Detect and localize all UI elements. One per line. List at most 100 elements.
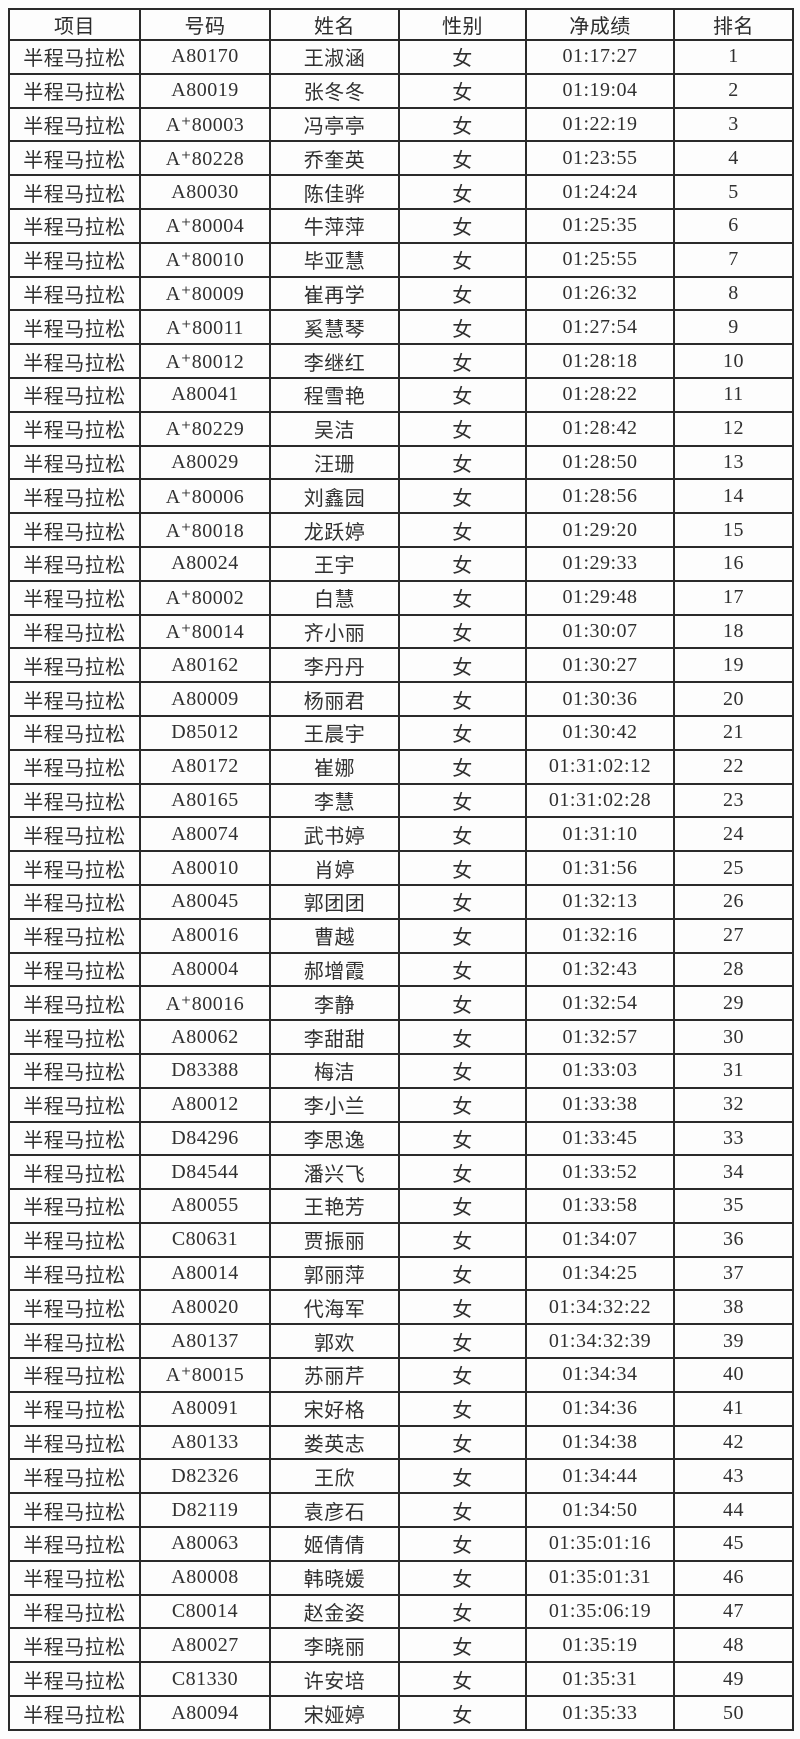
cell-gender: 女 [398, 1627, 527, 1664]
cell-bib: A80004 [139, 951, 271, 988]
cell-rank: 45 [673, 1526, 794, 1562]
cell-bib: A⁺80012 [139, 343, 271, 379]
table-row: 半程马拉松 A80170 王淑涵女 01:17:27 1 [8, 39, 794, 75]
cell-event: 半程马拉松 [8, 917, 141, 954]
cell-rank: 44 [673, 1492, 794, 1529]
cell-bib: D82119 [139, 1492, 271, 1529]
table-row: 半程马拉松 A⁺80009 崔再学女 01:26:32 8 [8, 275, 794, 312]
cell-rank: 18 [673, 613, 794, 650]
cell-gender: 女 [398, 512, 527, 548]
cell-gender: 女 [398, 1052, 527, 1089]
cell-name: 白慧 [269, 579, 400, 616]
cell-rank: 50 [673, 1695, 794, 1731]
cell-bib: A80012 [139, 1086, 271, 1123]
cell-name: 吴洁 [269, 410, 400, 447]
cell-rank: 43 [673, 1458, 794, 1495]
cell-name: 袁彦石 [269, 1492, 400, 1529]
cell-name: 乔奎英 [269, 140, 400, 177]
cell-bib: A⁺80014 [139, 613, 271, 650]
table-row: 半程马拉松 A⁺80015 苏丽芹女 01:34:34 40 [8, 1357, 794, 1393]
cell-event: 半程马拉松 [8, 951, 141, 988]
cell-bib: A⁺80016 [139, 985, 271, 1022]
cell-bib: A80062 [139, 1019, 271, 1055]
cell-bib: A80074 [139, 816, 271, 853]
cell-name: 李继红 [269, 343, 400, 379]
cell-bib: C81330 [139, 1661, 271, 1698]
cell-name: 王欣 [269, 1458, 400, 1495]
cell-bib: A⁺80002 [139, 579, 271, 616]
cell-bib: C80631 [139, 1221, 271, 1258]
cell-bib: C80014 [139, 1593, 271, 1630]
cell-bib: A⁺80009 [139, 275, 271, 312]
cell-bib: A80170 [139, 39, 271, 75]
cell-bib: A⁺80006 [139, 478, 271, 515]
cell-rank: 8 [673, 275, 794, 312]
table-row: 半程马拉松 A80091 宋好格女 01:34:36 41 [8, 1390, 794, 1427]
cell-name: 潘兴飞 [269, 1154, 400, 1191]
cell-gender: 女 [398, 1086, 527, 1123]
cell-rank: 6 [673, 207, 794, 244]
cell-event: 半程马拉松 [8, 1052, 141, 1089]
cell-net_time: 01:31:56 [525, 850, 675, 886]
cell-rank: 35 [673, 1188, 794, 1224]
cell-gender: 女 [398, 140, 527, 177]
cell-net_time: 01:30:36 [525, 681, 675, 717]
cell-net_time: 01:28:42 [525, 410, 675, 447]
table-row: 半程马拉松 D84296 李思逸女 01:33:45 33 [8, 1120, 794, 1157]
cell-name: 李静 [269, 985, 400, 1022]
cell-name: 王晨宇 [269, 714, 400, 751]
cell-event: 半程马拉松 [8, 39, 141, 75]
table-row: 半程马拉松 A80009 杨丽君女 01:30:36 20 [8, 681, 794, 717]
table-row: 半程马拉松 A80041 程雪艳女 01:28:22 11 [8, 376, 794, 413]
column-header-event: 项目 [8, 8, 141, 41]
cell-bib: A80045 [139, 883, 271, 920]
cell-rank: 10 [673, 343, 794, 379]
table-row: 半程马拉松 A⁺80003 冯亭亭女 01:22:19 3 [8, 106, 794, 143]
cell-bib: D84544 [139, 1154, 271, 1191]
cell-event: 半程马拉松 [8, 72, 141, 109]
table-row: 半程马拉松 A80014 郭丽萍女 01:34:25 37 [8, 1255, 794, 1292]
cell-name: 宋娅婷 [269, 1695, 400, 1731]
cell-gender: 女 [398, 1390, 527, 1427]
cell-net_time: 01:28:50 [525, 444, 675, 481]
cell-bib: A80137 [139, 1323, 271, 1360]
cell-net_time: 01:33:52 [525, 1154, 675, 1191]
cell-rank: 16 [673, 545, 794, 582]
table-row: 半程马拉松 A80055 王艳芳女 01:33:58 35 [8, 1188, 794, 1224]
cell-event: 半程马拉松 [8, 207, 141, 244]
column-header-bib: 号码 [139, 8, 271, 41]
table-row: 半程马拉松 A80027 李晓丽女 01:35:19 48 [8, 1627, 794, 1664]
cell-event: 半程马拉松 [8, 309, 141, 346]
cell-name: 赵金姿 [269, 1593, 400, 1630]
cell-name: 齐小丽 [269, 613, 400, 650]
table-row: 半程马拉松 A80062 李甜甜女 01:32:57 30 [8, 1019, 794, 1055]
cell-name: 肖婷 [269, 850, 400, 886]
column-header-gender: 性别 [398, 8, 527, 41]
cell-name: 冯亭亭 [269, 106, 400, 143]
cell-name: 郭丽萍 [269, 1255, 400, 1292]
table-row: 半程马拉松 A⁺80018 龙跃婷女 01:29:20 15 [8, 512, 794, 548]
cell-bib: A80014 [139, 1255, 271, 1292]
cell-bib: A80029 [139, 444, 271, 481]
cell-bib: A80094 [139, 1695, 271, 1731]
cell-net_time: 01:32:16 [525, 917, 675, 954]
cell-name: 汪珊 [269, 444, 400, 481]
cell-net_time: 01:32:13 [525, 883, 675, 920]
cell-name: 许安培 [269, 1661, 400, 1698]
cell-bib: A80010 [139, 850, 271, 886]
cell-event: 半程马拉松 [8, 1188, 141, 1224]
cell-gender: 女 [398, 39, 527, 75]
cell-rank: 28 [673, 951, 794, 988]
table-row: 半程马拉松 A⁺80002 白慧女 01:29:48 17 [8, 579, 794, 616]
cell-net_time: 01:28:18 [525, 343, 675, 379]
cell-rank: 38 [673, 1289, 794, 1326]
cell-bib: A80027 [139, 1627, 271, 1664]
cell-rank: 14 [673, 478, 794, 515]
cell-event: 半程马拉松 [8, 140, 141, 177]
cell-event: 半程马拉松 [8, 850, 141, 886]
cell-event: 半程马拉松 [8, 343, 141, 379]
cell-name: 牛萍萍 [269, 207, 400, 244]
cell-gender: 女 [398, 376, 527, 413]
table-row: 半程马拉松 D82326 王欣女 01:34:44 43 [8, 1458, 794, 1495]
table-row: 半程马拉松 A80019 张冬冬女 01:19:04 2 [8, 72, 794, 109]
